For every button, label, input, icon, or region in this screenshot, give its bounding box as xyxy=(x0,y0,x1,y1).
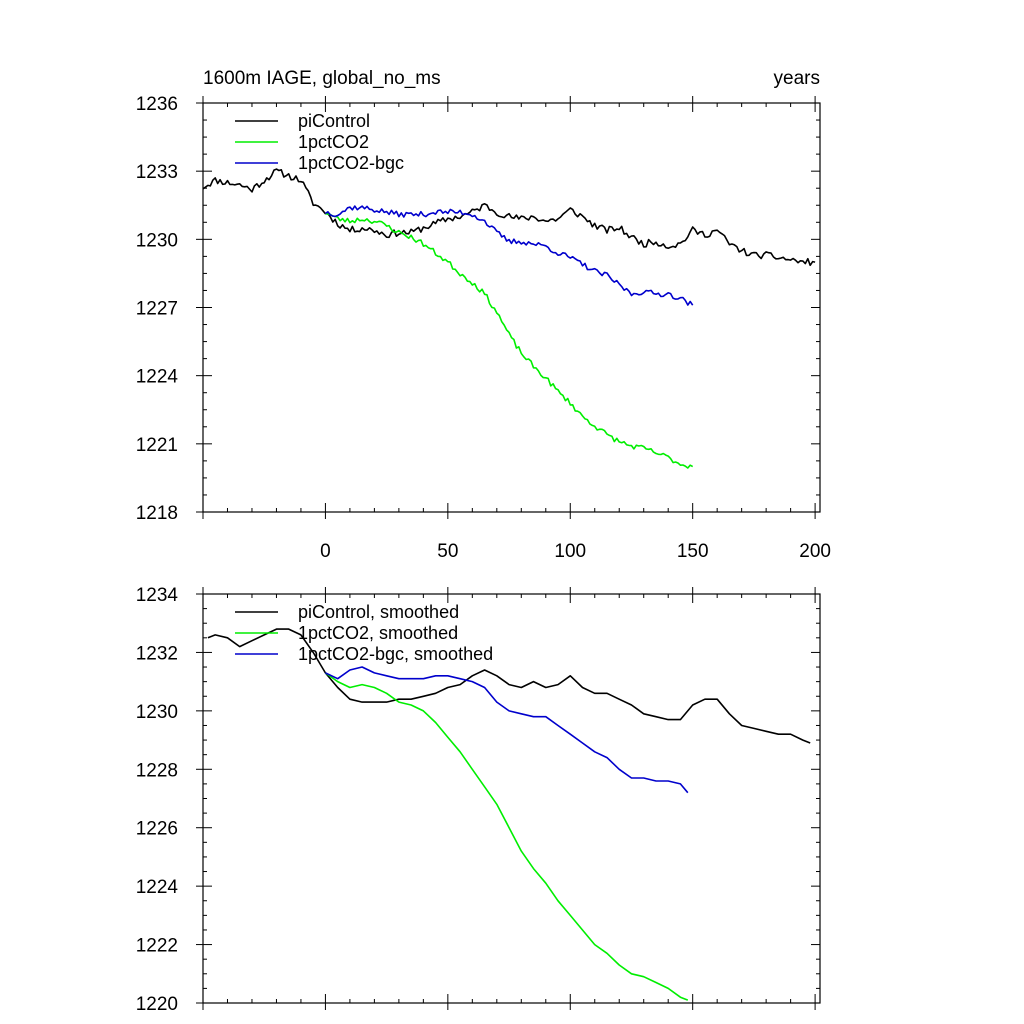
bottom-panel: 1220 1222 1224 1226 1228 1230 1232 1234 piContro… xyxy=(136,585,821,1015)
units-label: years xyxy=(774,68,820,89)
chart-title: 1600m IAGE, global_no_ms xyxy=(203,68,441,89)
legend-label: piControl, smoothed xyxy=(298,602,459,622)
y-tick-label: 1222 xyxy=(136,936,178,957)
x-tick-label: 150 xyxy=(677,541,709,562)
y-tick-label: 1233 xyxy=(136,162,178,183)
series-line-1pctco2-bgc xyxy=(325,666,689,794)
plot-frame xyxy=(202,102,821,513)
y-tick-label: 1224 xyxy=(136,877,179,898)
x-tick-label: 200 xyxy=(799,541,831,562)
y-tick-label: 1227 xyxy=(136,299,178,320)
y-tick-label: 1230 xyxy=(136,702,178,723)
y-tick-label: 1228 xyxy=(136,760,178,781)
y-tick-label: 1224 xyxy=(136,367,179,388)
y-tick-label: 1221 xyxy=(136,435,178,456)
x-tick-label: 0 xyxy=(320,541,331,562)
series-line-1pctco2 xyxy=(324,672,689,1001)
y-tick-label: 1232 xyxy=(136,643,178,664)
x-tick-label: 50 xyxy=(437,541,458,562)
legend-label: 1pctCO2 xyxy=(298,132,369,152)
y-tick-label: 1236 xyxy=(136,94,178,115)
legend-label: 1pctCO2, smoothed xyxy=(298,623,458,643)
series-line-picontrol xyxy=(202,168,816,267)
legend-label: piControl xyxy=(298,111,370,131)
series-line-1pctco2-bgc xyxy=(324,205,694,306)
y-tick-label: 1220 xyxy=(136,994,178,1015)
series-line-1pctco2 xyxy=(325,212,694,469)
series-line-picontrol xyxy=(207,628,811,744)
top-panel: 1218 1221 1224 1227 1230 1233 1236 0 50 100 150 200… xyxy=(136,94,831,562)
y-tick-label: 1234 xyxy=(136,585,179,606)
legend-label: 1pctCO2-bgc, smoothed xyxy=(298,644,493,664)
y-tick-label: 1230 xyxy=(136,230,178,251)
y-tick-label: 1218 xyxy=(136,503,178,524)
y-tick-label: 1226 xyxy=(136,819,178,840)
legend-label: 1pctCO2-bgc xyxy=(298,153,404,173)
plot-frame xyxy=(202,593,821,1004)
x-tick-label: 100 xyxy=(554,541,586,562)
